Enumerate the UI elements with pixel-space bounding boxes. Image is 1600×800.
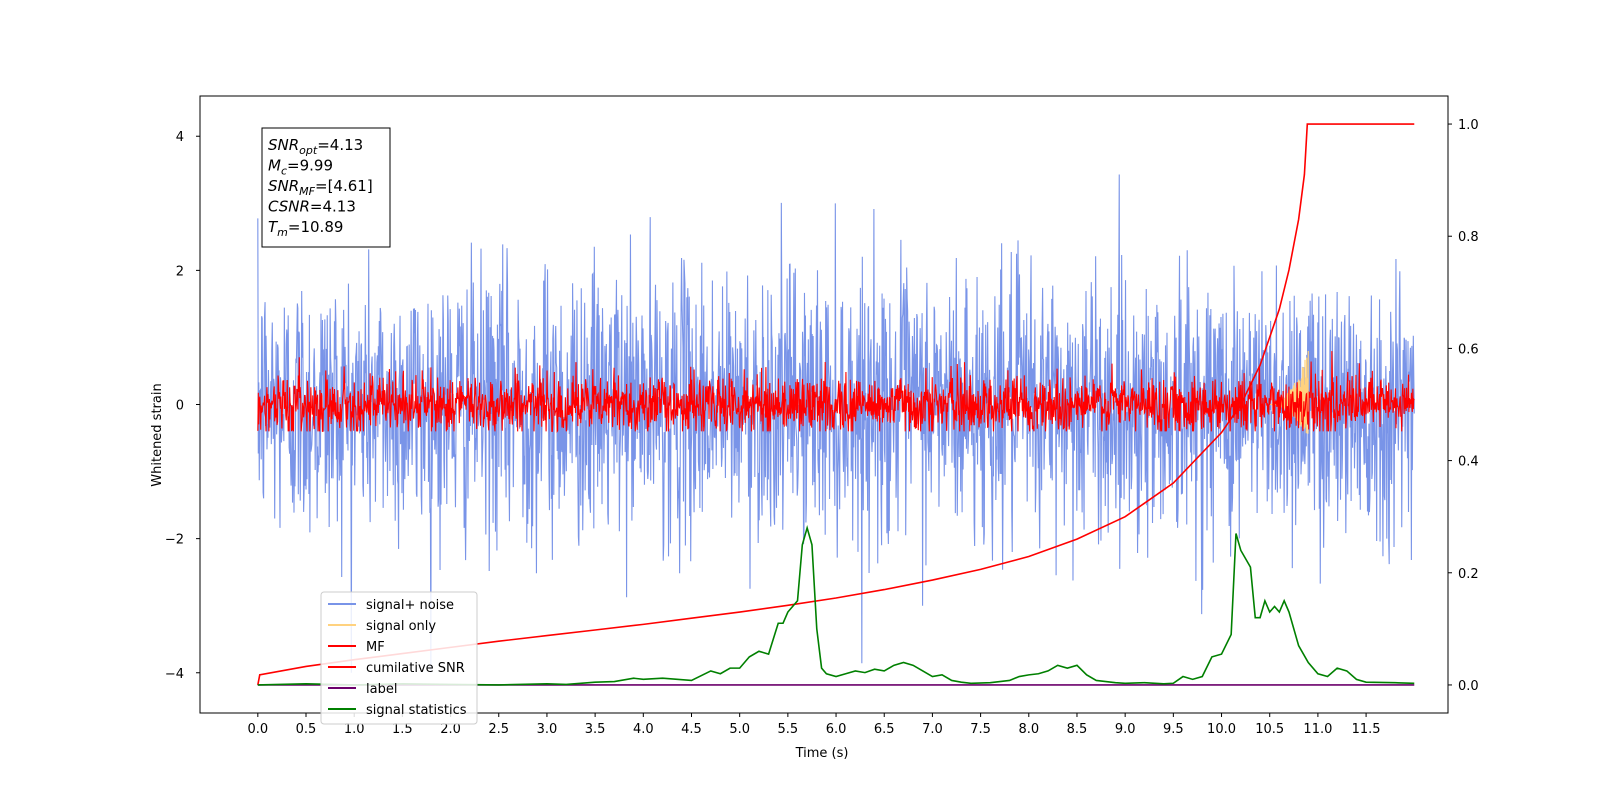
x-tick-label-1: 0.5: [296, 722, 317, 737]
annotation-value: =[4.61]: [315, 177, 373, 195]
annotation-subscript: c: [281, 165, 287, 178]
annotation-symbol: SNR: [268, 177, 299, 195]
legend-frame: [320, 591, 478, 725]
annotation-value: =10.89: [288, 218, 344, 236]
x-tick-label-21: 10.5: [1255, 722, 1284, 737]
annotation-value: =4.13: [317, 136, 363, 154]
y-tick-label-3: 2: [176, 264, 184, 279]
legend-entry-2: MF: [366, 640, 385, 655]
legend-entry-4: label: [366, 682, 397, 697]
y-tick-label-4: 4: [176, 130, 184, 145]
x-tick-label-3: 1.5: [392, 722, 413, 737]
y2-tick-label-5: 1.0: [1458, 118, 1479, 133]
x-tick-label-6: 3.0: [537, 722, 558, 737]
y2-tick-label-1: 0.2: [1458, 567, 1479, 582]
annotation-subscript: m: [277, 226, 288, 239]
legend-entry-1: signal only: [366, 619, 436, 634]
legend-entry-5: signal statistics: [366, 703, 467, 718]
x-tick-label-8: 4.0: [633, 722, 654, 737]
x-tick-label-7: 3.5: [585, 722, 606, 737]
x-tick-label-9: 4.5: [681, 722, 702, 737]
y-axis-left: −4 −2 0 2 4: [165, 130, 200, 682]
x-tick-label-18: 9.0: [1115, 722, 1136, 737]
y-axis-label: Whitened strain: [150, 383, 165, 486]
annotation-line-2: SNRMF=[4.61]: [268, 177, 373, 198]
annotation-subscript: opt: [299, 144, 318, 157]
y2-tick-label-4: 0.8: [1458, 230, 1479, 245]
x-tick-label-4: 2.0: [440, 722, 461, 737]
y2-tick-label-2: 0.4: [1458, 455, 1479, 470]
annotation-value: =9.99: [287, 157, 333, 175]
annotation-line-4: Tm=10.89: [268, 218, 343, 239]
x-tick-label-15: 7.5: [970, 722, 991, 737]
annotation-frame: [261, 127, 391, 248]
series-0-line: [257, 174, 1415, 673]
y-tick-label-2: 0: [176, 399, 184, 414]
x-tick-label-23: 11.5: [1352, 722, 1381, 737]
annotation-subscript: MF: [299, 185, 315, 198]
x-tick-label-13: 6.5: [874, 722, 895, 737]
y-tick-label-0: −4: [165, 667, 184, 682]
legend-entry-3: cumilative SNR: [366, 661, 465, 676]
annotation-symbol: CSNR: [268, 198, 310, 216]
annotation-line-3: CSNR=4.13: [268, 198, 356, 216]
annotation-symbol: M: [268, 157, 281, 175]
x-axis: 0.0 0.5 1.0 1.5 2.0 2.5 3.0 3.5 4.0 4.5 5.0 5.5 6.0 6…: [247, 713, 1381, 737]
x-tick-label-11: 5.5: [778, 722, 799, 737]
annotation-value: =4.13: [310, 198, 356, 216]
series-2-line: [257, 351, 1415, 434]
annotation-line-0: SNRopt=4.13: [268, 136, 363, 157]
annotation-box: SNRopt=4.13Mc=9.99SNRMF=[4.61]CSNR=4.13T…: [261, 127, 391, 248]
legend-entry-0: signal+ noise: [366, 598, 454, 613]
y-axis-right: 0.0 0.2 0.4 0.6 0.8 1.0: [1448, 118, 1479, 694]
legend: signal+ noise signal only MF cumilative SNR…: [320, 591, 478, 725]
x-tick-label-16: 8.0: [1018, 722, 1039, 737]
annotation-symbol: SNR: [268, 136, 299, 154]
annotation-line-1: Mc=9.99: [268, 157, 333, 178]
x-tick-label-22: 11.0: [1303, 722, 1332, 737]
x-tick-label-19: 9.5: [1163, 722, 1184, 737]
x-tick-label-17: 8.5: [1067, 722, 1088, 737]
x-tick-label-5: 2.5: [488, 722, 509, 737]
annotation-symbol: T: [268, 218, 279, 236]
x-tick-label-20: 10.0: [1207, 722, 1236, 737]
x-tick-label-10: 5.0: [729, 722, 750, 737]
series-5-line: [257, 524, 1415, 686]
y-tick-label-1: −2: [165, 533, 184, 548]
y2-tick-label-0: 0.0: [1458, 679, 1479, 694]
x-tick-label-2: 1.0: [344, 722, 365, 737]
y2-tick-label-3: 0.6: [1458, 342, 1479, 357]
x-tick-label-0: 0.0: [247, 722, 268, 737]
x-axis-label: Time (s): [795, 746, 849, 761]
x-tick-label-14: 7.0: [922, 722, 943, 737]
x-tick-label-12: 6.0: [826, 722, 847, 737]
